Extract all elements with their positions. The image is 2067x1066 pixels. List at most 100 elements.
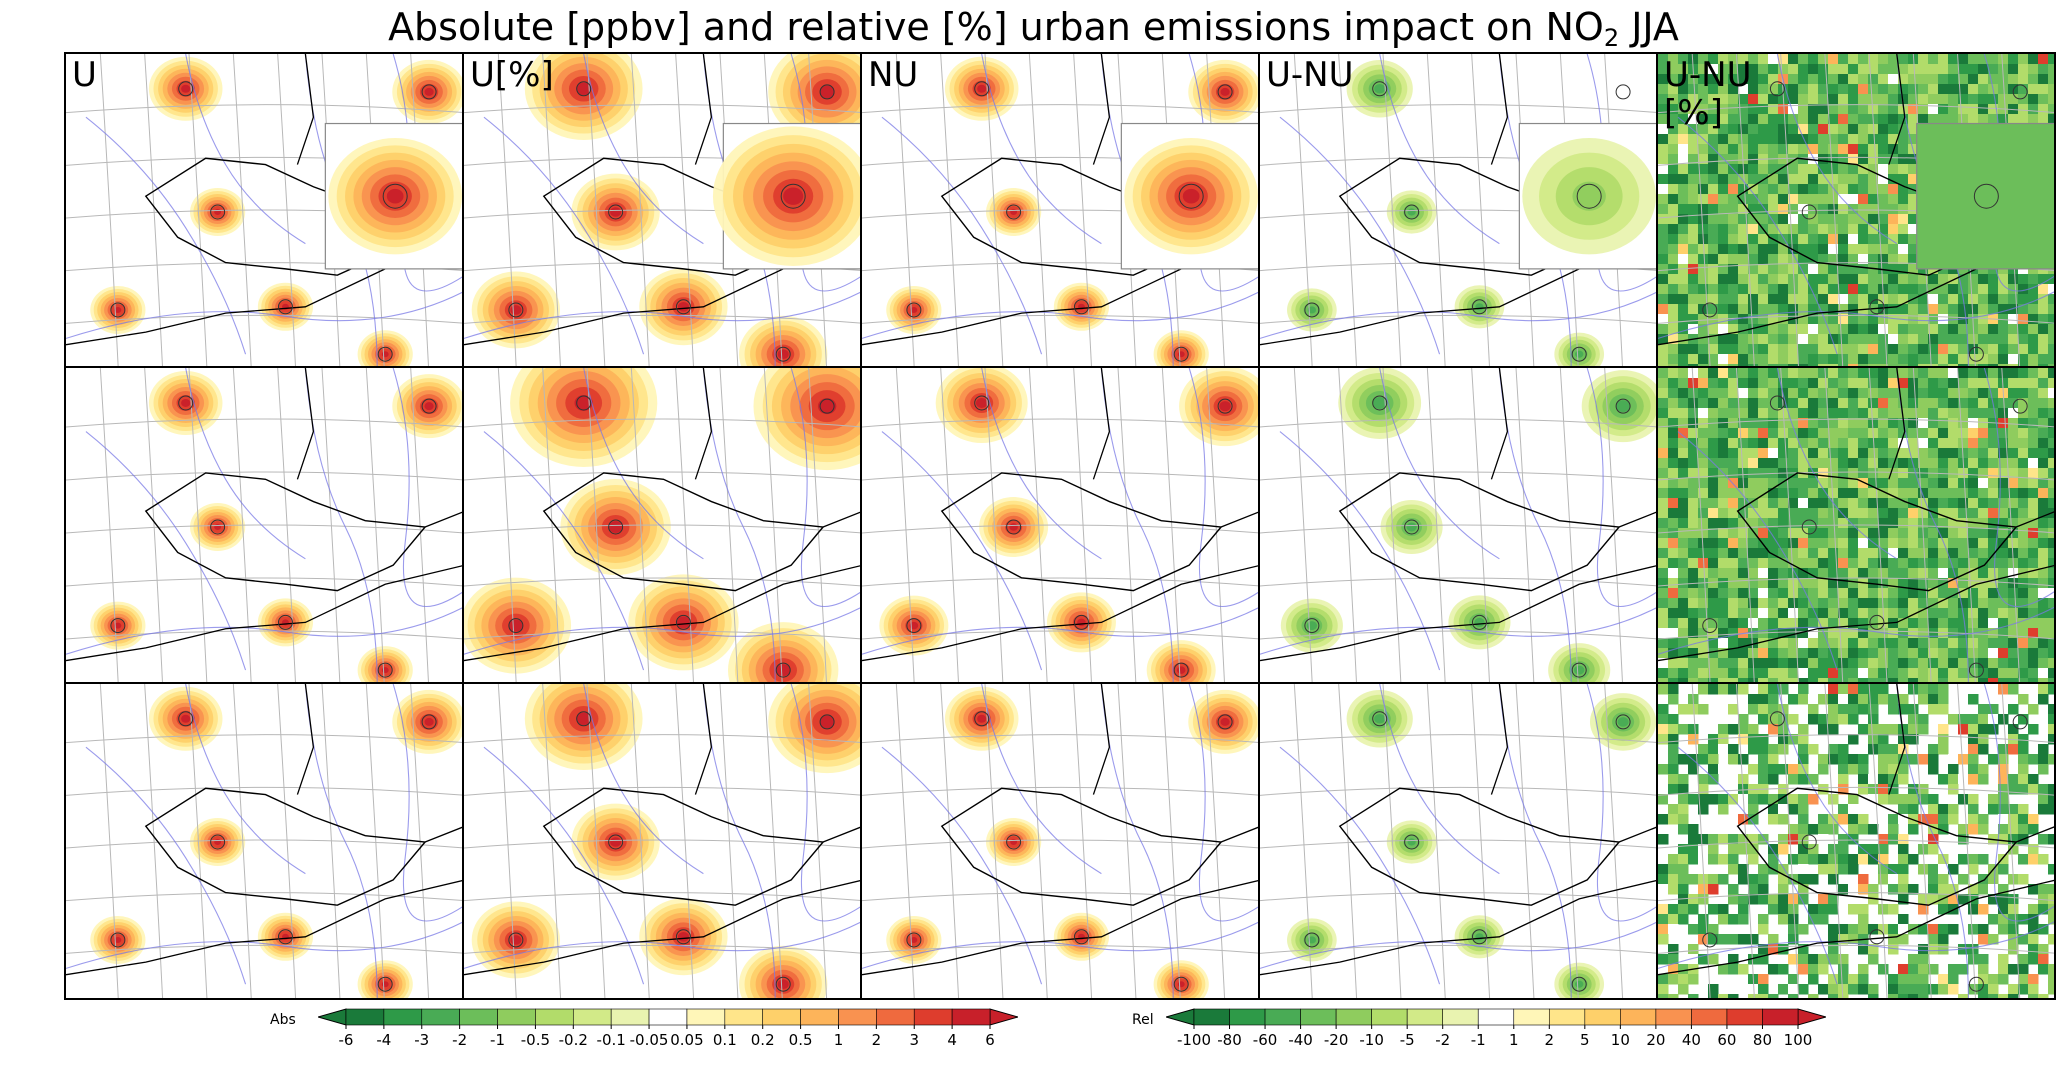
rel-diff-cell	[1728, 194, 1739, 205]
rel-diff-cell	[1748, 468, 1759, 479]
colorbar-tick-label: -0.5	[521, 1031, 550, 1049]
rel-diff-cell	[1798, 54, 1809, 65]
rel-diff-cell	[1718, 84, 1729, 95]
rel-diff-cell	[1828, 684, 1839, 695]
rel-diff-cell	[1678, 368, 1689, 379]
rel-diff-cell	[1968, 518, 1979, 529]
rel-diff-cell	[1768, 164, 1779, 175]
rel-diff-cell	[1798, 224, 1809, 235]
rel-diff-cell	[1718, 334, 1729, 345]
rel-diff-cell	[1998, 658, 2009, 669]
conc-plume	[114, 306, 122, 313]
graticule-line	[1658, 734, 2054, 744]
rel-diff-cell	[1668, 944, 1679, 955]
graticule-line	[1293, 684, 1313, 998]
graticule-line	[321, 368, 341, 684]
rel-diff-cell	[1758, 428, 1769, 439]
rel-diff-cell	[1778, 304, 1789, 315]
rel-diff-cell	[1858, 294, 1869, 305]
rel-diff-cell	[1908, 734, 1919, 745]
rel-diff-cell	[1728, 418, 1739, 429]
rel-diff-cell	[1908, 408, 1919, 419]
rel-diff-cell	[1708, 548, 1719, 559]
graticule-line	[630, 54, 650, 368]
rel-diff-cell	[1718, 418, 1729, 429]
rel-diff-cell	[1738, 964, 1749, 975]
rel-diff-cell	[2018, 274, 2029, 285]
rel-diff-cell	[1968, 508, 1979, 519]
rel-diff-cell	[1708, 304, 1719, 315]
rel-diff-cell	[1728, 114, 1739, 125]
rel-diff-cell	[2028, 94, 2039, 105]
river-line	[1188, 684, 1259, 922]
rel-diff-cell	[1908, 678, 1919, 684]
rel-diff-cell	[1658, 658, 1669, 669]
rel-diff-cell	[1678, 84, 1689, 95]
city-outline	[1471, 614, 1487, 630]
rel-diff-cell	[1918, 568, 1929, 579]
rel-diff-cell	[1718, 678, 1729, 684]
rel-diff-cell	[1758, 518, 1769, 529]
rel-diff-cell	[1798, 274, 1809, 285]
country-border	[1658, 879, 2054, 976]
rel-diff-cell	[1948, 658, 1959, 669]
rel-diff-cell	[1958, 368, 1969, 379]
rel-diff-cell	[1968, 658, 1979, 669]
rel-diff-cell	[1778, 734, 1789, 745]
rel-diff-cell	[1898, 724, 1909, 735]
rel-diff-cell	[1808, 608, 1819, 619]
rel-diff-cell	[1768, 344, 1779, 355]
rel-diff-cell	[2038, 794, 2049, 805]
rel-diff-cell	[1728, 834, 1739, 845]
rel-diff-cell	[1808, 114, 1819, 125]
rel-diff-cell	[1738, 538, 1749, 549]
city-outline	[1304, 618, 1320, 634]
map-panel-r1-c2: U[%]	[462, 52, 863, 370]
rel-diff-cell	[1678, 498, 1689, 509]
rel-diff-cell	[1858, 458, 1869, 469]
rel-diff-cell	[1938, 618, 1949, 629]
country-border	[1220, 826, 1259, 843]
city-outline	[178, 711, 194, 727]
rel-diff-cell	[1728, 214, 1739, 225]
rel-diff-cell	[1658, 418, 1669, 429]
conc-plume	[576, 712, 592, 726]
rel-diff-cell	[1728, 608, 1739, 619]
rel-diff-cell	[1978, 984, 1989, 995]
rel-diff-cell	[1828, 538, 1839, 549]
rel-diff-cell	[1658, 814, 1669, 825]
rel-diff-cell	[1888, 984, 1899, 995]
rel-diff-cell	[1958, 618, 1969, 629]
rel-diff-cell	[1668, 994, 1679, 998]
rel-diff-cell	[1788, 324, 1799, 335]
rel-diff-cell	[1998, 518, 2009, 529]
rel-diff-cell	[1908, 628, 1919, 639]
rel-diff-cell	[1808, 538, 1819, 549]
diff-plume	[1575, 980, 1584, 988]
rel-diff-cell	[1798, 174, 1809, 185]
rel-diff-cell	[1698, 628, 1709, 639]
rel-diff-cell	[1948, 104, 1959, 115]
rel-diff-cell	[1718, 608, 1729, 619]
rel-diff-cell	[1788, 568, 1799, 579]
rel-diff-cell	[1888, 368, 1899, 379]
graticule-line	[1260, 839, 1657, 849]
rel-diff-cell	[2048, 438, 2054, 449]
rel-diff-cell	[2028, 344, 2039, 355]
rel-diff-cell	[1738, 834, 1749, 845]
rel-diff-cell	[1958, 994, 1969, 998]
rel-diff-cell	[1818, 478, 1829, 489]
rel-diff-cell	[1998, 408, 2009, 419]
graticule-line	[277, 368, 297, 684]
rel-diff-cell	[1968, 428, 1979, 439]
rel-diff-cell	[1898, 64, 1909, 75]
graticule-line	[464, 577, 861, 587]
rel-diff-cell	[1818, 568, 1829, 579]
rel-diff-cell	[1868, 528, 1879, 539]
rel-diff-cell	[2018, 518, 2029, 529]
rel-diff-cell	[1808, 54, 1819, 65]
map-panel-r3-c3	[860, 682, 1261, 1000]
rel-diff-cell	[1898, 304, 1909, 315]
graticule-line	[1426, 54, 1446, 368]
colorbar-abs-label: Abs	[270, 1012, 296, 1028]
